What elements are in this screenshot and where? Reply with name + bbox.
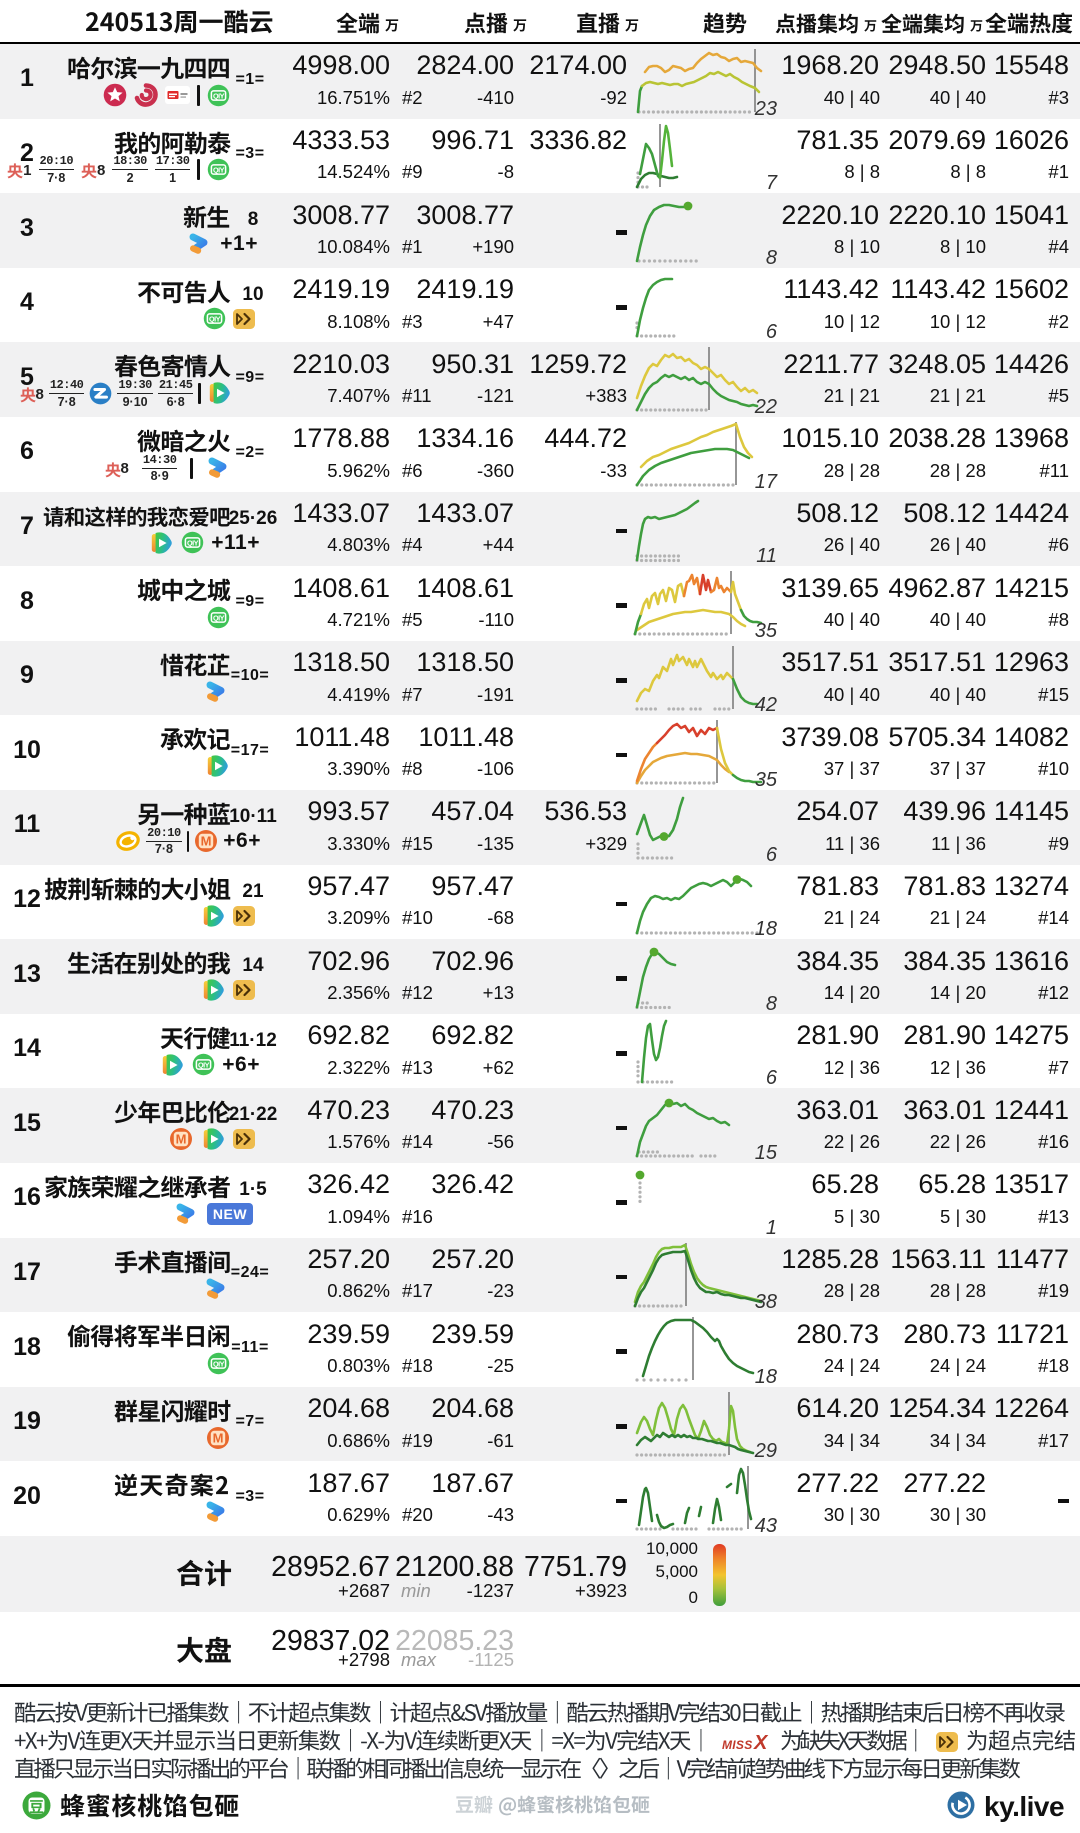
svg-text:M: M bbox=[213, 1430, 224, 1445]
svg-text:M: M bbox=[176, 1132, 187, 1147]
svg-text:QIY: QIY bbox=[187, 538, 199, 547]
svg-text:QIY: QIY bbox=[213, 165, 225, 174]
svg-text:QIY: QIY bbox=[213, 1359, 225, 1368]
svg-text:M: M bbox=[201, 834, 212, 849]
svg-text:QIY: QIY bbox=[213, 91, 225, 100]
svg-text:QIY: QIY bbox=[209, 315, 221, 324]
svg-text:QIY: QIY bbox=[198, 1061, 210, 1070]
svg-text:QIY: QIY bbox=[213, 613, 225, 622]
